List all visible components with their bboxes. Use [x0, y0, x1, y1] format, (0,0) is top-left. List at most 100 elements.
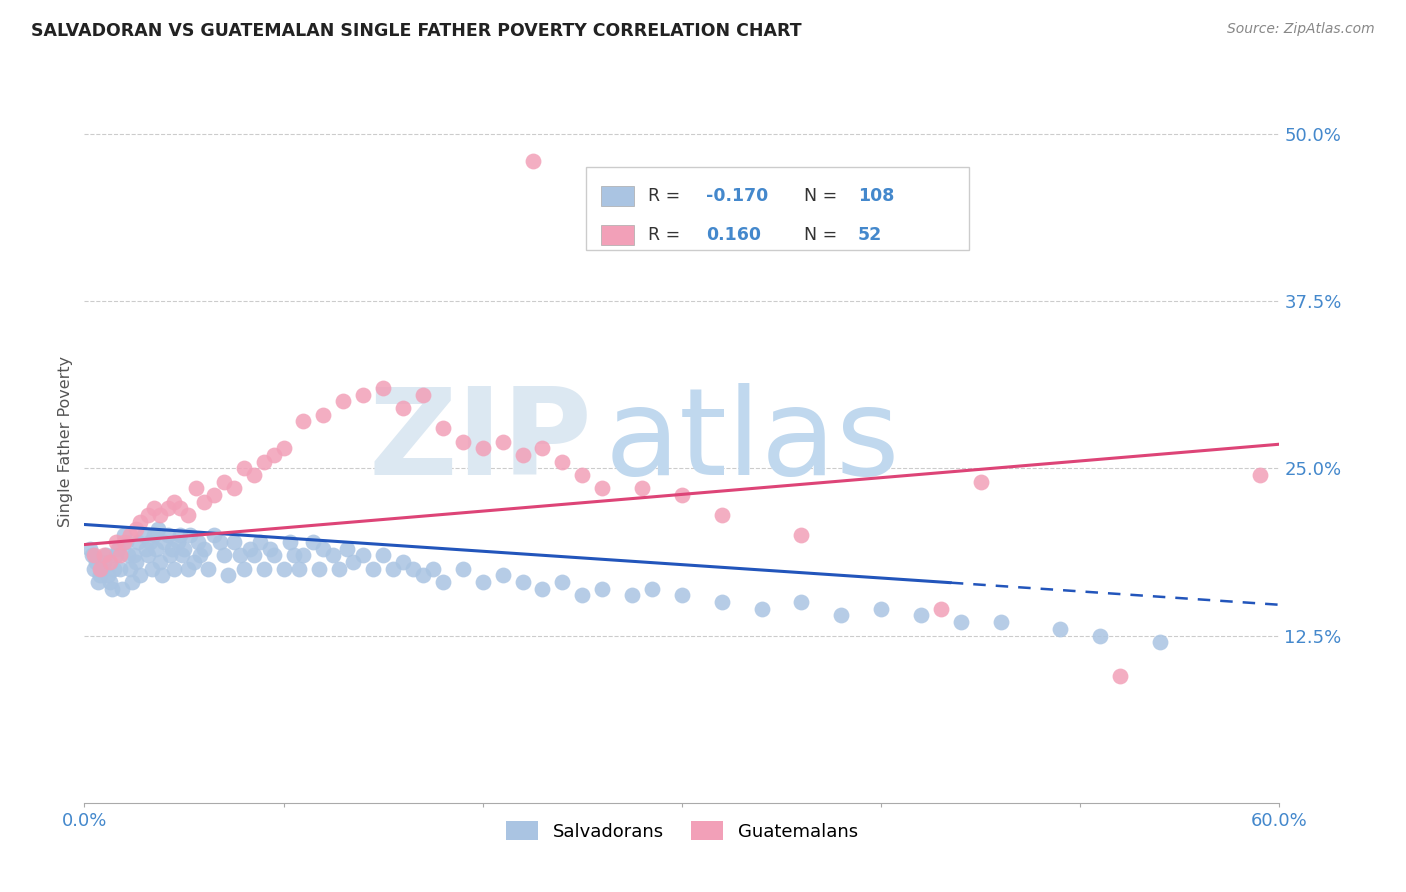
Point — [82, 548, 104, 563]
Point — [177, 562, 200, 576]
Point — [83, 548, 105, 563]
Point — [571, 589, 593, 603]
Point — [512, 448, 534, 462]
Point — [253, 562, 276, 576]
Point — [157, 501, 180, 516]
Point — [125, 521, 148, 535]
Point — [471, 575, 494, 590]
Point — [146, 521, 169, 535]
Point — [179, 528, 201, 542]
Point — [160, 541, 183, 556]
Point — [322, 548, 344, 563]
Point — [621, 589, 644, 603]
Point — [402, 562, 425, 576]
Point — [571, 467, 593, 482]
Point — [273, 562, 295, 576]
Point — [352, 548, 374, 563]
Text: Source: ZipAtlas.com: Source: ZipAtlas.com — [1227, 22, 1375, 37]
Text: N =: N = — [804, 187, 842, 205]
Point — [631, 482, 654, 496]
Text: N =: N = — [804, 226, 842, 244]
Point — [422, 562, 444, 576]
Point — [522, 153, 544, 168]
Point — [149, 508, 172, 523]
Point — [373, 548, 395, 563]
Point — [308, 562, 330, 576]
Point — [141, 562, 163, 576]
Point — [263, 448, 285, 462]
Point — [790, 528, 813, 542]
Point — [382, 562, 405, 576]
Point — [143, 528, 166, 542]
Point — [790, 595, 813, 609]
Point — [117, 548, 139, 563]
Point — [125, 555, 148, 569]
Point — [197, 562, 219, 576]
Point — [259, 541, 281, 556]
Point — [143, 501, 166, 516]
Point — [93, 548, 115, 563]
Point — [1109, 669, 1132, 683]
Text: atlas: atlas — [605, 383, 900, 500]
Point — [232, 461, 254, 475]
Point — [249, 534, 271, 549]
Point — [169, 528, 191, 542]
Point — [222, 534, 245, 549]
Point — [129, 568, 152, 582]
Point — [212, 548, 235, 563]
Point — [332, 394, 354, 409]
Point — [283, 548, 305, 563]
Point — [188, 548, 211, 563]
Point — [139, 534, 162, 549]
Point — [96, 548, 118, 563]
Point — [153, 534, 176, 549]
Point — [990, 615, 1012, 630]
Point — [242, 467, 264, 482]
Point — [103, 562, 125, 576]
Point — [159, 548, 181, 563]
Point — [193, 541, 215, 556]
Point — [1090, 628, 1112, 642]
Point — [79, 541, 101, 556]
Point — [531, 582, 554, 596]
Point — [112, 534, 135, 549]
Point — [392, 401, 415, 416]
Point — [710, 595, 733, 609]
Point — [239, 541, 262, 556]
Point — [187, 534, 209, 549]
Point — [253, 455, 276, 469]
Point — [451, 562, 474, 576]
Point — [208, 534, 231, 549]
Point — [173, 541, 195, 556]
Point — [392, 555, 415, 569]
Point — [112, 528, 135, 542]
FancyBboxPatch shape — [586, 167, 969, 250]
Point — [278, 534, 301, 549]
Point — [202, 488, 225, 502]
Point — [292, 548, 315, 563]
Point — [312, 541, 335, 556]
Y-axis label: Single Father Poverty: Single Father Poverty — [58, 356, 73, 527]
Point — [751, 602, 773, 616]
Point — [328, 562, 350, 576]
Point — [551, 455, 574, 469]
Point — [105, 548, 128, 563]
Point — [145, 541, 167, 556]
Point — [217, 568, 239, 582]
Point — [710, 508, 733, 523]
Point — [212, 475, 235, 489]
Point — [120, 528, 142, 542]
Point — [1049, 622, 1071, 636]
Point — [288, 562, 311, 576]
Text: R =: R = — [648, 187, 686, 205]
Text: 0.160: 0.160 — [706, 226, 761, 244]
Point — [870, 602, 893, 616]
Point — [97, 568, 120, 582]
Point — [263, 548, 285, 563]
Text: 108: 108 — [858, 187, 894, 205]
Point — [910, 608, 932, 623]
Point — [830, 608, 852, 623]
Point — [101, 582, 124, 596]
Point — [671, 488, 693, 502]
Point — [121, 575, 143, 590]
